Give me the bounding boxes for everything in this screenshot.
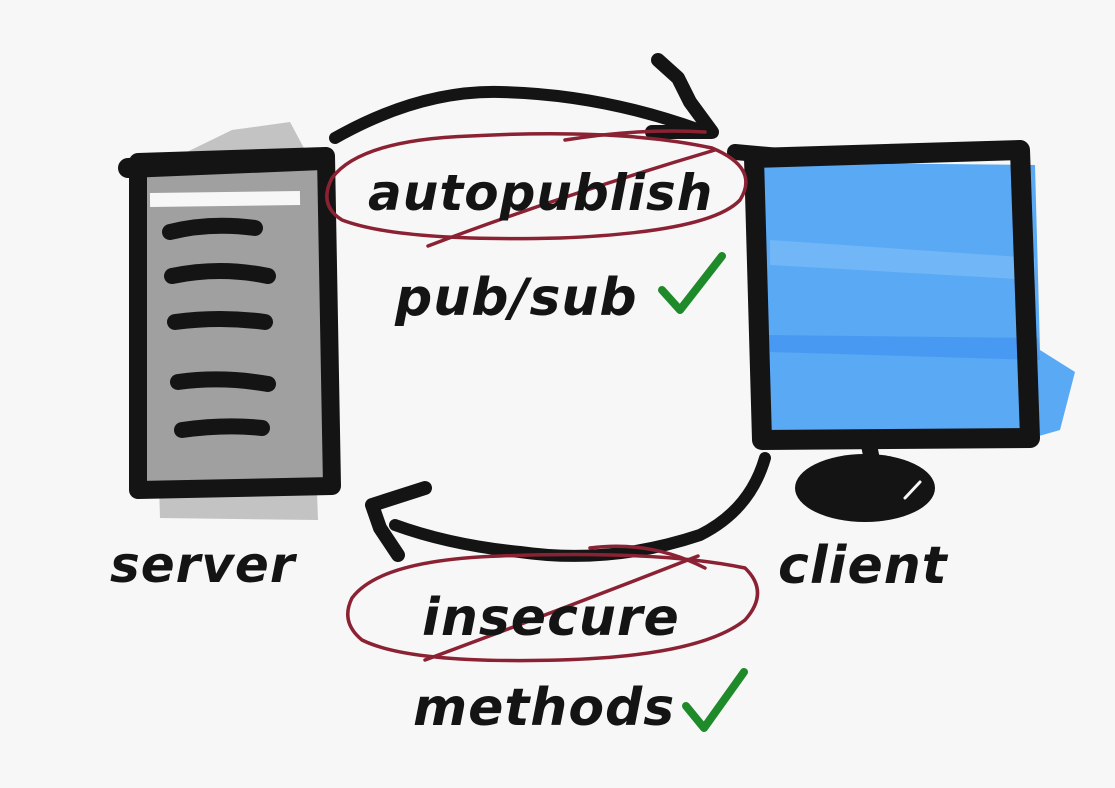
autopublish-label: autopublish [368, 164, 714, 222]
arrow-icon [329, 53, 719, 144]
methods-label: methods [413, 678, 676, 738]
strike-mark [346, 544, 760, 663]
insecure-label: insecure [422, 588, 680, 648]
client-label: client [778, 536, 948, 596]
server-icon [118, 122, 341, 520]
checkmark-icon [682, 668, 748, 732]
server-label: server [110, 536, 296, 594]
arrow-icon [365, 452, 771, 562]
pubsub-label: pub/sub [395, 268, 638, 328]
strike-mark [325, 129, 748, 248]
checkmark-icon [658, 252, 726, 314]
monitor-icon [727, 140, 1075, 522]
